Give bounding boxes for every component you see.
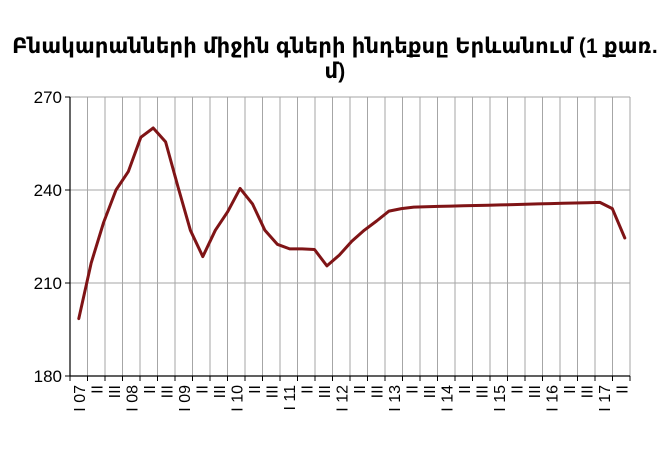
y-tick-label: 270 (34, 88, 62, 107)
x-tick-label: III (107, 385, 124, 398)
x-tick-label: II (194, 385, 211, 394)
x-tick-label: III (579, 385, 596, 398)
y-tick-label: 240 (34, 181, 62, 200)
x-tick-label: I 15 (492, 385, 509, 412)
x-tick-label: I 07 (72, 385, 89, 412)
x-tick-label: II (509, 385, 526, 394)
x-tick-label: I 17 (597, 385, 614, 412)
y-tick-label: 180 (34, 367, 62, 386)
x-tick-label: III (369, 385, 386, 398)
x-tick-label: II (404, 385, 421, 394)
y-tick-labels: 180 210 240 270 (34, 88, 62, 386)
series-lines (77, 126, 627, 321)
x-tick-label: II (142, 385, 159, 394)
x-tick-label: I 11 (282, 385, 299, 411)
axes (65, 96, 631, 381)
x-tick-label: II (89, 385, 106, 394)
x-tick-label: I 12 (334, 385, 351, 412)
x-tick-label: I 10 (229, 385, 246, 412)
series-line (77, 126, 627, 321)
grid-lines (70, 96, 631, 376)
x-tick-label: II (352, 385, 369, 394)
x-tick-label: I 08 (124, 385, 141, 412)
chart-title: Բնակարանների միջին գների ինդեքսը Երևանու… (12, 35, 658, 83)
x-tick-label: I 09 (177, 385, 194, 412)
x-tick-label: II (614, 385, 631, 394)
x-tick-label: II (247, 385, 264, 394)
x-tick-label: III (474, 385, 491, 398)
x-tick-label: III (527, 385, 544, 398)
x-tick-label: III (212, 385, 229, 398)
x-tick-label: II (299, 385, 316, 394)
x-tick-label: II (562, 385, 579, 394)
x-tick-label: III (159, 385, 176, 398)
x-tick-label: III (264, 385, 281, 398)
x-tick-label: I 13 (387, 385, 404, 412)
x-tick-label: II (457, 385, 474, 394)
x-tick-label: III (422, 385, 439, 398)
x-tick-label: I 16 (544, 385, 561, 412)
x-tick-labels: I 07 II III I 08 II III I 09 II III I 10 II III I 11… (72, 385, 632, 412)
x-tick-label: III (317, 385, 334, 398)
x-tick-label: I 14 (439, 385, 456, 412)
y-tick-label: 210 (34, 274, 62, 293)
